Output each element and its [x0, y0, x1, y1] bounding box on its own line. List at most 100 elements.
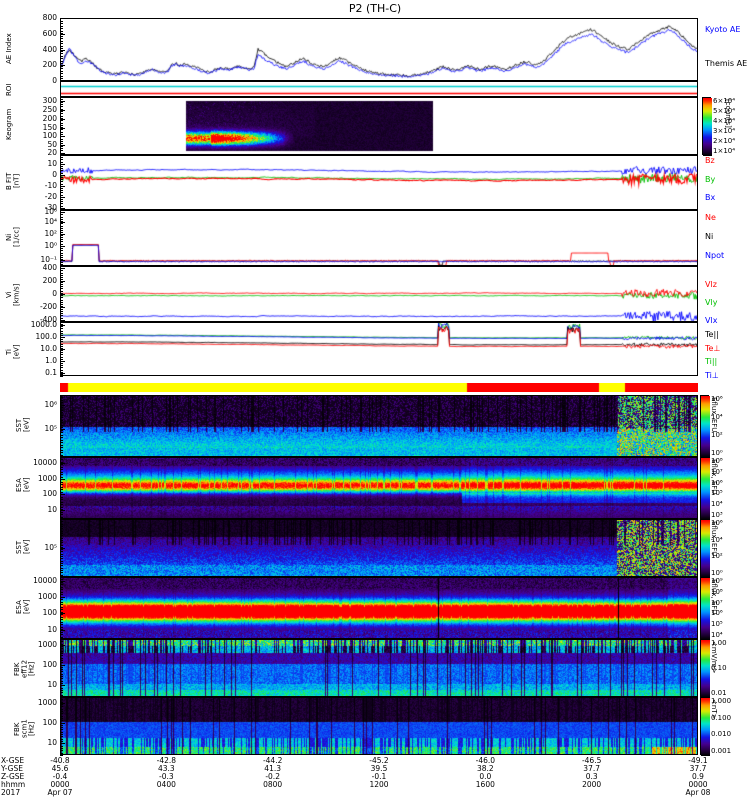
- minor-tick: [60, 664, 63, 666]
- minor-tick: [60, 115, 63, 117]
- minor-tick: [60, 110, 63, 112]
- minor-tick: [60, 170, 63, 172]
- ytick-ni-0: 10⁶: [44, 206, 57, 216]
- tickmark-keogram-0: [60, 101, 65, 103]
- roi-status-bar: [60, 383, 698, 392]
- minor-tick: [60, 690, 63, 692]
- ytick-ti-2: 10.0: [40, 344, 57, 353]
- legend-bfit-bx: Bx: [705, 193, 716, 202]
- xaxis-tick-5-row3: 2000: [582, 780, 602, 789]
- minor-tick: [60, 227, 63, 229]
- legend-vi-vlx: Vlx: [705, 316, 718, 325]
- ytick-ni-2: 10²: [44, 229, 57, 239]
- minor-tick: [60, 750, 63, 752]
- minor-tick: [60, 611, 63, 613]
- minor-tick: [60, 106, 63, 108]
- minor-tick: [60, 177, 63, 178]
- minor-tick: [60, 159, 63, 161]
- minor-tick: [60, 743, 63, 745]
- colorbar-title-keogram: [counts]: [724, 99, 732, 128]
- panel-esa-electron: [60, 457, 698, 519]
- minor-tick: [60, 373, 63, 375]
- minor-tick: [60, 113, 63, 115]
- minor-tick: [60, 509, 63, 511]
- tickmark-ti-2: [60, 349, 65, 350]
- page-title: P2 (TH-C): [348, 2, 402, 15]
- colorbar-label-esa_e-2: 10⁶: [711, 478, 723, 487]
- minor-tick: [60, 655, 63, 657]
- tickmark-ae-2: [60, 49, 65, 51]
- colorbar-title-esa_i: Eflux, EFU: [710, 579, 718, 615]
- minor-tick: [60, 755, 63, 756]
- xaxis-tick-4-row0: -46.0: [475, 756, 496, 765]
- ytick-keogram-2: 200: [42, 114, 57, 124]
- minor-tick: [60, 78, 63, 80]
- minor-tick: [60, 734, 63, 736]
- colorbar-label-keogram-5: 1×10⁴: [713, 147, 736, 155]
- minor-tick: [60, 429, 63, 431]
- minor-tick: [60, 514, 63, 516]
- colorbar-label-sst_e-2: 10²: [711, 431, 723, 439]
- minor-tick: [60, 166, 63, 167]
- minor-tick: [60, 63, 63, 65]
- colorbar-label-fbk_b-1: 0.100: [711, 713, 732, 722]
- colorbar-label-keogram-3: 3×10⁴: [713, 127, 736, 135]
- minor-tick: [60, 232, 63, 234]
- minor-tick: [60, 659, 63, 661]
- minor-tick: [60, 367, 63, 369]
- minor-tick: [60, 45, 63, 47]
- ytick-keogram-3: 150: [42, 122, 57, 132]
- panel-roi-top: [60, 81, 698, 97]
- panel-sst-ion: [60, 519, 698, 577]
- minor-tick: [60, 330, 63, 332]
- ytick-keogram-4: 100: [42, 131, 57, 141]
- xaxis-tick-6-row1: 37.7: [689, 764, 707, 773]
- xaxis-tick-4-row1: 38.2: [476, 764, 494, 773]
- xaxis-row-label-zgse: Z-GSE: [1, 772, 25, 781]
- colorbar-esa_i: [700, 577, 710, 640]
- tickmark-vi-1: [60, 281, 65, 283]
- minor-tick: [60, 131, 63, 133]
- minor-tick: [60, 163, 63, 165]
- panel-density: [60, 210, 698, 266]
- xaxis-tick-3-row1: 39.5: [370, 764, 388, 773]
- xaxis-tick-0-row0: -40.8: [50, 756, 70, 765]
- minor-tick: [60, 343, 63, 345]
- minor-tick: [60, 172, 63, 174]
- colorbar-title-fbk_b: <nT>: [710, 699, 718, 720]
- tickmark-vi-3: [60, 306, 65, 308]
- minor-tick: [60, 38, 63, 40]
- tickmark-sst_i-0: [60, 548, 65, 549]
- minor-tick: [60, 81, 63, 82]
- minor-tick: [60, 360, 63, 362]
- ytick-sst_i-0: 10⁵: [44, 543, 57, 552]
- minor-tick: [60, 266, 63, 267]
- ytick-bfit-1: 0: [52, 169, 57, 179]
- minor-tick: [60, 609, 63, 611]
- minor-tick: [60, 560, 63, 562]
- tickmark-ti-0: [60, 324, 65, 326]
- minor-tick: [60, 427, 63, 429]
- colorbar-label-esa_i-1: 10⁸: [711, 587, 723, 596]
- minor-tick: [60, 729, 63, 731]
- minor-tick: [60, 50, 63, 52]
- minor-tick: [60, 122, 63, 124]
- tickmark-keogram-3: [60, 127, 65, 129]
- xaxis-tick-6-row4: Apr 08: [685, 788, 711, 797]
- minor-tick: [60, 155, 63, 156]
- minor-tick: [60, 546, 63, 548]
- minor-tick: [60, 680, 63, 682]
- ytick-esa_e-0: 10000: [33, 458, 57, 468]
- minor-tick: [60, 261, 63, 263]
- minor-tick: [60, 606, 63, 608]
- colorbar-label-sst_e-3: 10⁰: [711, 449, 723, 457]
- minor-tick: [60, 621, 63, 623]
- minor-tick: [60, 601, 63, 603]
- minor-tick: [60, 73, 63, 75]
- ylabel-esa-ion: ESA [eV]: [15, 599, 31, 615]
- minor-tick: [60, 708, 63, 710]
- minor-tick: [60, 306, 63, 308]
- tickmark-ti-4: [60, 373, 65, 375]
- xaxis-tick-0-row2: -0.4: [52, 772, 68, 781]
- minor-tick: [60, 286, 63, 288]
